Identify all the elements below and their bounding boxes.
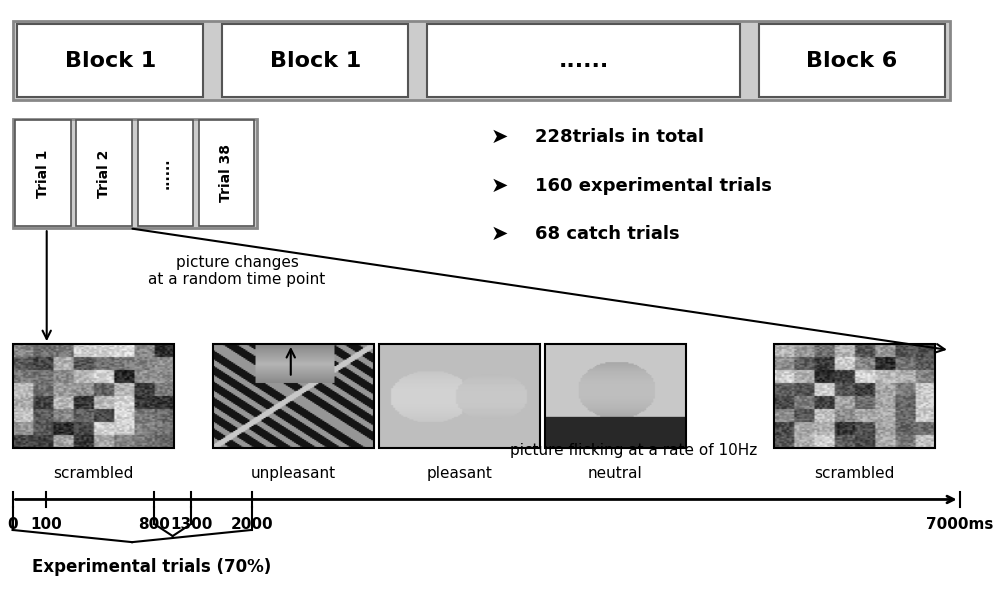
Text: Experimental trials (70%): Experimental trials (70%) [32, 558, 271, 576]
Text: Block 1: Block 1 [270, 50, 361, 71]
Text: 1300: 1300 [170, 517, 212, 531]
Text: 800: 800 [138, 517, 170, 531]
Text: picture flicking at a rate of 10Hz: picture flicking at a rate of 10Hz [510, 443, 758, 458]
Bar [76, 121, 132, 226]
Text: picture changes
at a random time point: picture changes at a random time point [148, 255, 326, 287]
Bar [15, 121, 71, 226]
Bar [774, 344, 935, 448]
Bar [17, 24, 203, 97]
Text: ➤: ➤ [491, 224, 508, 244]
Bar [759, 24, 945, 97]
Bar [199, 121, 254, 226]
Text: Trial 38: Trial 38 [219, 145, 233, 202]
Text: 228trials in total: 228trials in total [535, 128, 704, 146]
Bar [427, 24, 740, 97]
Text: Block 6: Block 6 [806, 50, 898, 71]
Text: 68 catch trials: 68 catch trials [535, 225, 679, 244]
Text: ➤: ➤ [491, 176, 508, 196]
Text: 0: 0 [7, 517, 18, 531]
Text: 2000: 2000 [230, 517, 273, 531]
Text: 160 experimental trials: 160 experimental trials [535, 177, 772, 194]
Bar [13, 21, 950, 100]
Text: scrambled: scrambled [814, 466, 895, 481]
Text: Trial 1: Trial 1 [36, 149, 50, 197]
Text: Block 1: Block 1 [65, 50, 156, 71]
Text: ......: ...... [158, 157, 172, 189]
Text: neutral: neutral [588, 466, 643, 481]
Text: ......: ...... [559, 50, 609, 71]
Bar [13, 344, 174, 448]
Text: pleasant: pleasant [426, 466, 492, 481]
Text: Trial 2: Trial 2 [97, 149, 111, 197]
Text: scrambled: scrambled [53, 466, 133, 481]
Bar [213, 344, 374, 448]
Bar [138, 121, 193, 226]
Text: 100: 100 [30, 517, 62, 531]
Text: unpleasant: unpleasant [251, 466, 336, 481]
Text: ➤: ➤ [491, 127, 508, 147]
Bar [379, 344, 540, 448]
Text: 7000ms: 7000ms [926, 517, 993, 531]
Bar [13, 119, 257, 228]
Bar [545, 344, 686, 448]
Bar [222, 24, 408, 97]
